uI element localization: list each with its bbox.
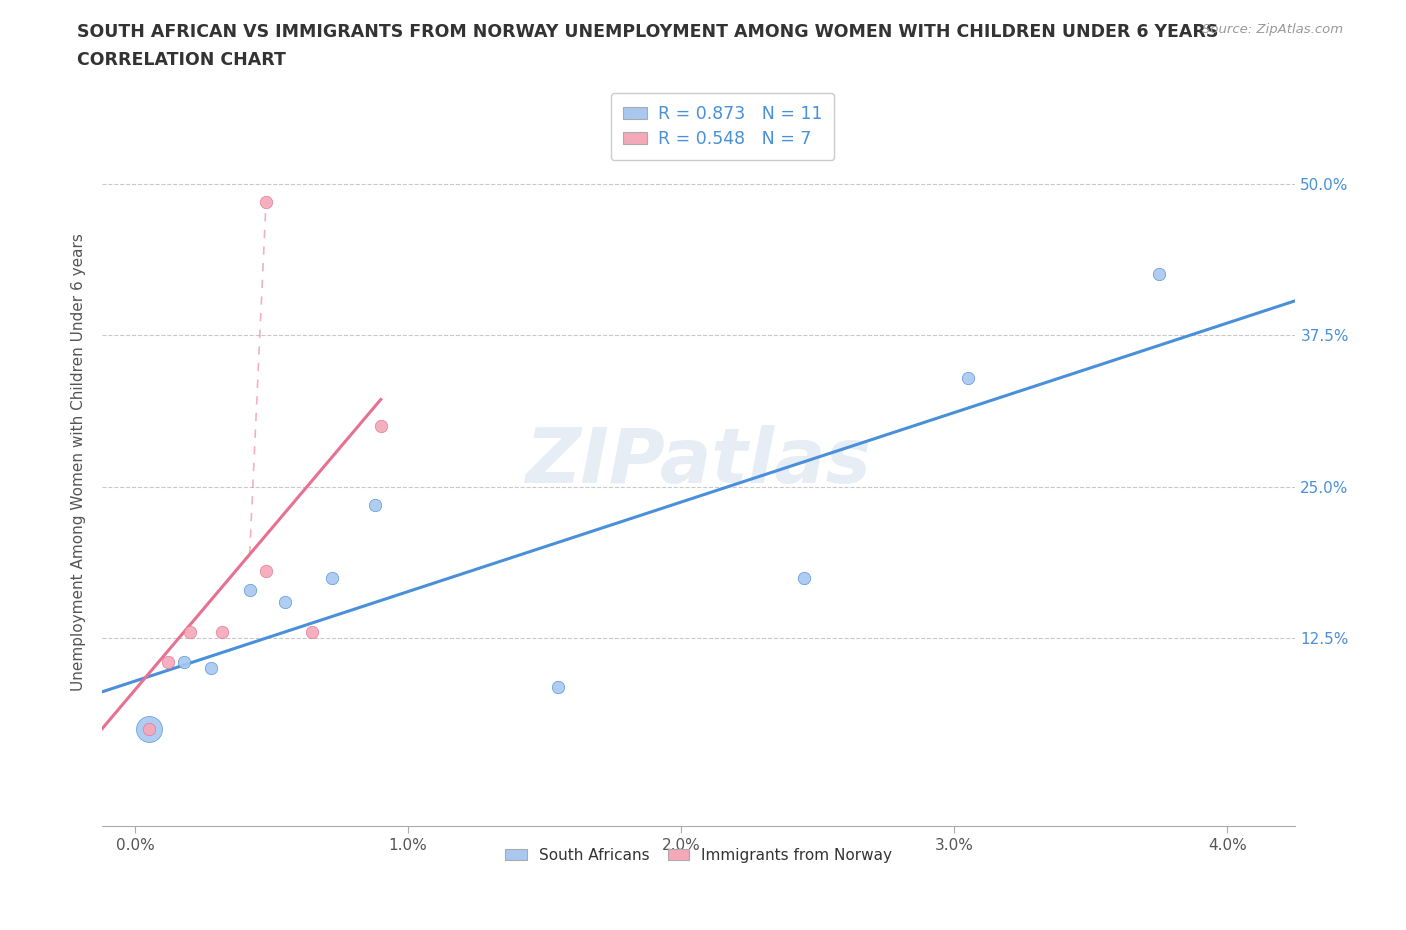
Point [370,418,392,433]
Point [138,722,160,737]
Point [211,625,233,640]
Point [364,498,387,512]
Point [547,679,569,694]
Point [254,564,277,578]
Point [1147,267,1170,282]
Point [321,570,343,585]
Point [956,370,979,385]
Text: CORRELATION CHART: CORRELATION CHART [77,51,287,69]
Point [200,661,222,676]
Y-axis label: Unemployment Among Women with Children Under 6 years: Unemployment Among Women with Children U… [72,233,86,691]
Text: Source: ZipAtlas.com: Source: ZipAtlas.com [1202,23,1343,36]
Point [274,594,297,609]
Point [156,655,179,670]
Point [179,625,201,640]
Point [793,570,815,585]
Text: ZIPatlas: ZIPatlas [526,425,872,499]
Point [138,722,160,737]
Point [173,655,195,670]
Point [254,194,277,209]
Legend: South Africans, Immigrants from Norway: South Africans, Immigrants from Norway [499,842,898,870]
Point [301,625,323,640]
Text: SOUTH AFRICAN VS IMMIGRANTS FROM NORWAY UNEMPLOYMENT AMONG WOMEN WITH CHILDREN U: SOUTH AFRICAN VS IMMIGRANTS FROM NORWAY … [77,23,1219,41]
Point [239,582,262,597]
